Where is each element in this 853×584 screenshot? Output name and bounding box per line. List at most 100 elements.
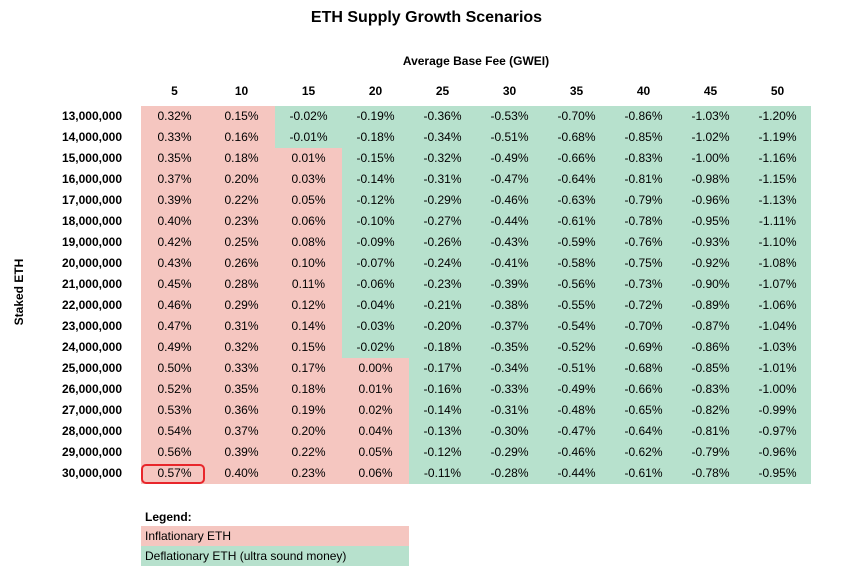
- table-cell: -0.17%: [409, 358, 476, 379]
- table-cell: -0.95%: [744, 463, 811, 484]
- table-cell: -1.02%: [677, 127, 744, 148]
- table-cell: -0.19%: [342, 106, 409, 127]
- table-cell: -0.51%: [543, 358, 610, 379]
- column-header-20: 20: [368, 84, 383, 98]
- table-cell: -0.32%: [409, 148, 476, 169]
- table-cell: -0.59%: [543, 232, 610, 253]
- table-cell: -0.58%: [543, 253, 610, 274]
- table-cell: -0.70%: [610, 316, 677, 337]
- table-cell: 0.29%: [208, 295, 275, 316]
- table-cell: -0.29%: [476, 442, 543, 463]
- table-cell: -0.27%: [409, 211, 476, 232]
- table-cell: 0.23%: [275, 463, 342, 484]
- table-cell: -0.87%: [677, 316, 744, 337]
- row-header: 28,000,000: [61, 424, 122, 438]
- table-cell: -0.83%: [610, 148, 677, 169]
- table-cell: -0.54%: [543, 316, 610, 337]
- table-cell: -0.90%: [677, 274, 744, 295]
- table-cell: -1.00%: [744, 379, 811, 400]
- row-header: 22,000,000: [61, 298, 122, 312]
- table-cell: -0.18%: [409, 337, 476, 358]
- table-cell: -0.49%: [476, 148, 543, 169]
- table-cell: 0.47%: [141, 316, 208, 337]
- table-cell: -0.44%: [476, 211, 543, 232]
- table-cell: -0.23%: [409, 274, 476, 295]
- table-cell: 0.26%: [208, 253, 275, 274]
- table-cell: -0.29%: [409, 190, 476, 211]
- table-cell: 0.20%: [275, 421, 342, 442]
- table-cell: -0.97%: [744, 421, 811, 442]
- table-cell: -0.46%: [543, 442, 610, 463]
- table-cell: 0.39%: [141, 190, 208, 211]
- table-cell: -0.47%: [476, 169, 543, 190]
- table-cell: -0.96%: [677, 190, 744, 211]
- table-cell: -0.24%: [409, 253, 476, 274]
- row-header: 23,000,000: [61, 319, 122, 333]
- row-header: 25,000,000: [61, 361, 122, 375]
- table-cell: -0.93%: [677, 232, 744, 253]
- table-cell: -1.15%: [744, 169, 811, 190]
- table-cell: -0.02%: [275, 106, 342, 127]
- table-cell: -0.61%: [543, 211, 610, 232]
- table-cell: 0.31%: [208, 316, 275, 337]
- table-cell: -0.37%: [476, 316, 543, 337]
- table-cell: 0.18%: [275, 379, 342, 400]
- table-cell: 0.20%: [208, 169, 275, 190]
- table-cell: 0.22%: [208, 190, 275, 211]
- table-cell: -1.19%: [744, 127, 811, 148]
- table-cell: -0.64%: [543, 169, 610, 190]
- table-cell: -1.01%: [744, 358, 811, 379]
- table-cell: -0.62%: [610, 442, 677, 463]
- table-cell: -0.06%: [342, 274, 409, 295]
- table-cell: 0.19%: [275, 400, 342, 421]
- table-cell: -0.04%: [342, 295, 409, 316]
- table-cell: 0.17%: [275, 358, 342, 379]
- row-header: 29,000,000: [61, 445, 122, 459]
- table-cell: 0.16%: [208, 127, 275, 148]
- table-cell: 0.05%: [275, 190, 342, 211]
- table-cell: -0.13%: [409, 421, 476, 442]
- legend-item-inflationary: Inflationary ETH: [141, 526, 409, 546]
- table-cell: 0.01%: [342, 379, 409, 400]
- row-axis-label: Staked ETH: [12, 258, 26, 326]
- table-cell: -0.09%: [342, 232, 409, 253]
- table-cell: -1.03%: [677, 106, 744, 127]
- table-cell: 0.37%: [141, 169, 208, 190]
- table-cell: 0.56%: [141, 442, 208, 463]
- row-header: 14,000,000: [61, 130, 122, 144]
- table-cell: 0.33%: [141, 127, 208, 148]
- row-header: 19,000,000: [61, 235, 122, 249]
- table-cell: 0.10%: [275, 253, 342, 274]
- table-cell: -1.08%: [744, 253, 811, 274]
- column-header-15: 15: [301, 84, 316, 98]
- row-header: 13,000,000: [61, 109, 122, 123]
- column-header-50: 50: [770, 84, 785, 98]
- table-cell: -0.73%: [610, 274, 677, 295]
- table-cell: -0.34%: [476, 358, 543, 379]
- table-cell: -0.43%: [476, 232, 543, 253]
- table-cell: -0.69%: [610, 337, 677, 358]
- chart-title: ETH Supply Growth Scenarios: [310, 9, 543, 26]
- table-cell: -1.16%: [744, 148, 811, 169]
- legend-item-deflationary: Deflationary ETH (ultra sound money): [141, 546, 409, 566]
- table-cell: -0.31%: [409, 169, 476, 190]
- row-header: 18,000,000: [61, 214, 122, 228]
- table-cell: -0.12%: [409, 442, 476, 463]
- table-cell: 0.35%: [208, 379, 275, 400]
- table-cell: 0.08%: [275, 232, 342, 253]
- column-header-30: 30: [502, 84, 517, 98]
- table-cell: 0.05%: [342, 442, 409, 463]
- table-cell: -0.11%: [409, 463, 476, 484]
- table-cell: -0.01%: [275, 127, 342, 148]
- legend-title: Legend:: [145, 510, 192, 524]
- table-cell: -0.79%: [677, 442, 744, 463]
- table-cell: 0.46%: [141, 295, 208, 316]
- table-cell: -1.00%: [677, 148, 744, 169]
- table-cell: -0.81%: [677, 421, 744, 442]
- table-cell: 0.43%: [141, 253, 208, 274]
- table-cell: -0.65%: [610, 400, 677, 421]
- table-cell: 0.49%: [141, 337, 208, 358]
- table-cell: 0.18%: [208, 148, 275, 169]
- table-cell: 0.40%: [141, 211, 208, 232]
- table-cell: 0.37%: [208, 421, 275, 442]
